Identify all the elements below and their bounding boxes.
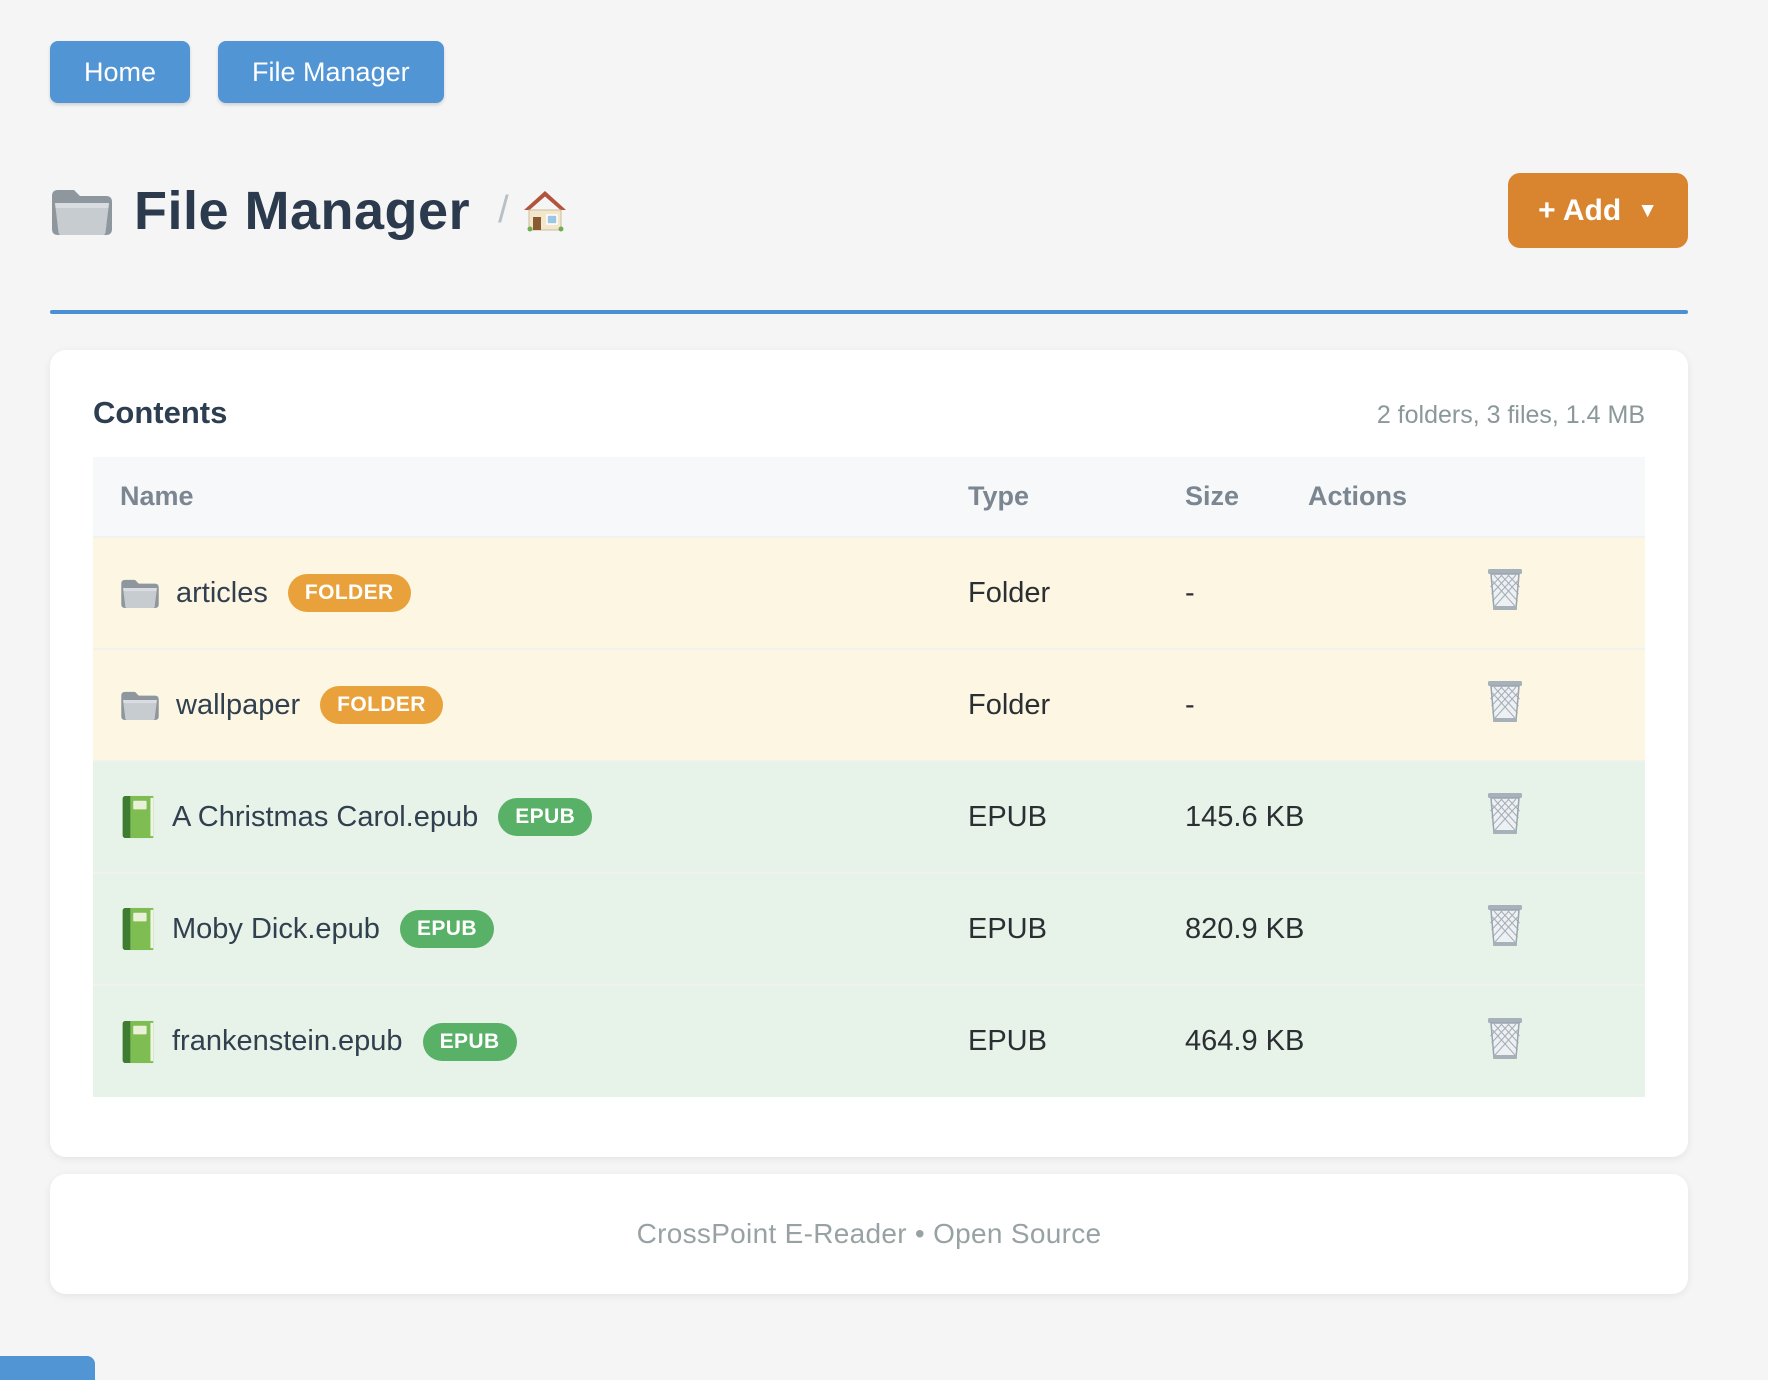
table-row[interactable]: Moby Dick.epub EPUB EPUB 820.9 KB — [93, 872, 1645, 985]
type-badge: EPUB — [422, 1022, 517, 1061]
column-header-size: Size — [1158, 457, 1281, 537]
table-header-row: Name Type Size Actions — [93, 457, 1645, 537]
table-row[interactable]: A Christmas Carol.epub EPUB EPUB 145.6 K… — [93, 760, 1645, 873]
footer: CrossPoint E-Reader • Open Source — [50, 1174, 1688, 1294]
file-type: Folder — [941, 536, 1158, 649]
file-size: - — [1158, 536, 1281, 649]
file-name: frankenstein.epub — [172, 1025, 403, 1057]
home-button[interactable]: Home — [50, 41, 191, 103]
add-button-label: + Add — [1538, 193, 1622, 227]
table-body: articles FOLDER Folder - — [93, 536, 1645, 1097]
trash-icon — [1485, 790, 1525, 836]
column-header-type: Type — [941, 457, 1158, 537]
contents-card: Contents 2 folders, 3 files, 1.4 MB Name… — [50, 350, 1688, 1157]
trash-icon — [1485, 1015, 1525, 1061]
delete-button[interactable] — [1485, 566, 1525, 612]
type-badge: EPUB — [399, 910, 494, 948]
file-type: EPUB — [941, 872, 1158, 985]
folder-icon — [120, 576, 160, 610]
file-type: Folder — [941, 648, 1158, 761]
house-icon[interactable] — [523, 190, 567, 232]
book-icon — [120, 907, 156, 951]
file-size: - — [1158, 648, 1281, 761]
file-manager-button[interactable]: File Manager — [218, 41, 444, 103]
header-divider — [50, 310, 1688, 314]
contents-heading: Contents — [93, 395, 228, 430]
trash-icon — [1485, 566, 1525, 612]
partial-button-fragment[interactable] — [0, 1356, 95, 1380]
file-table: Name Type Size Actions — [93, 457, 1645, 1097]
file-size: 145.6 KB — [1158, 760, 1304, 873]
table-row[interactable]: wallpaper FOLDER Folder - — [93, 648, 1645, 761]
footer-text: CrossPoint E-Reader • Open Source — [636, 1218, 1102, 1249]
page-title: File Manager — [134, 180, 471, 241]
chevron-down-icon: ▼ — [1637, 198, 1658, 222]
type-badge: EPUB — [498, 798, 593, 836]
book-icon — [120, 795, 156, 839]
file-size: 820.9 KB — [1158, 872, 1304, 985]
table-row[interactable]: articles FOLDER Folder - — [93, 536, 1645, 649]
trash-icon — [1485, 678, 1525, 724]
contents-summary: 2 folders, 3 files, 1.4 MB — [1376, 401, 1645, 429]
top-nav: Home File Manager — [50, 0, 1688, 103]
file-name: articles — [176, 576, 268, 609]
delete-button[interactable] — [1485, 902, 1525, 948]
file-name: Moby Dick.epub — [172, 912, 380, 945]
file-name: A Christmas Carol.epub — [172, 800, 479, 833]
type-badge: FOLDER — [320, 686, 443, 724]
trash-icon — [1485, 902, 1525, 948]
breadcrumb-separator: / — [498, 189, 509, 231]
delete-button[interactable] — [1485, 790, 1525, 836]
folder-icon — [120, 688, 160, 722]
table-row[interactable]: frankenstein.epub EPUB EPUB 464.9 KB — [93, 984, 1645, 1097]
column-header-name: Name — [93, 457, 941, 537]
book-icon — [120, 1020, 156, 1064]
column-header-actions: Actions — [1281, 457, 1645, 537]
add-button[interactable]: + Add ▼ — [1508, 173, 1688, 248]
file-type: EPUB — [941, 760, 1158, 873]
folder-icon — [50, 184, 114, 238]
delete-button[interactable] — [1485, 678, 1525, 724]
file-size: 464.9 KB — [1158, 984, 1304, 1097]
page-header: File Manager / + Add ▼ — [50, 173, 1688, 248]
file-type: EPUB — [941, 984, 1158, 1097]
delete-button[interactable] — [1485, 1015, 1525, 1061]
file-name: wallpaper — [176, 688, 301, 721]
type-badge: FOLDER — [287, 574, 411, 612]
